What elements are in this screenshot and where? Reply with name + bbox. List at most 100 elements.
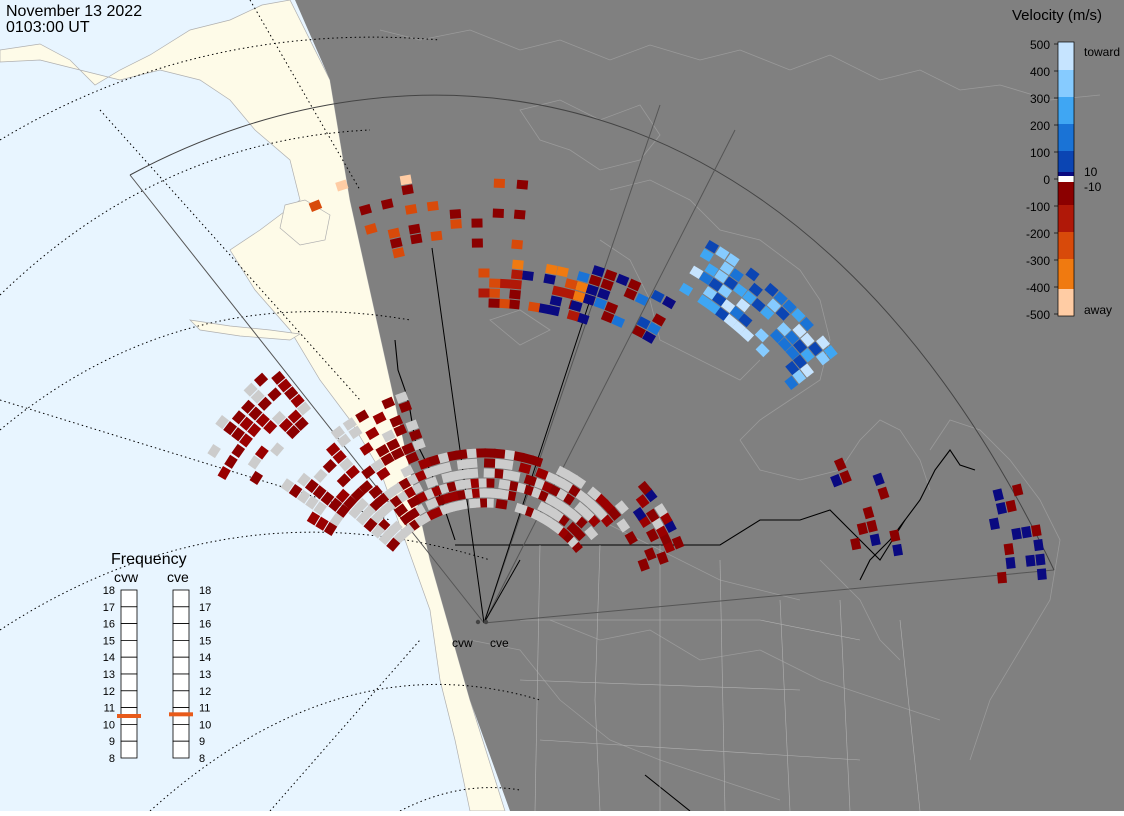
scatter-cell: [731, 320, 746, 335]
scatter-cell: [777, 322, 792, 337]
plot-time: 0103:00 UT: [6, 19, 90, 36]
colorbar-tick-label: 200: [1030, 119, 1050, 133]
scatter-cell: [1011, 483, 1024, 497]
colorbar-tick-label: 400: [1030, 65, 1050, 79]
scatter-cell: [600, 310, 615, 324]
scatter-cell: [399, 174, 413, 186]
colorbar-swatch: [1058, 182, 1074, 205]
scatter-cell: [587, 486, 602, 501]
scatter-cell: [405, 419, 419, 432]
scatter-cell: [296, 401, 312, 416]
scatter-cell: [381, 429, 396, 443]
scatter-cell: [799, 316, 814, 332]
scatter-cell: [287, 409, 302, 424]
land-island: [189, 319, 302, 341]
scatter-cell: [1036, 568, 1047, 581]
scatter-cell: [239, 433, 253, 448]
scatter-cell: [390, 447, 405, 461]
scatter-cell: [892, 543, 904, 557]
scatter-cell: [520, 452, 534, 465]
radar-label-cvw: cvw: [452, 636, 473, 650]
scatter-cell: [535, 467, 549, 481]
frequency-tick-label: 9: [109, 736, 115, 748]
scatter-cell: [511, 269, 523, 280]
scatter-cell: [332, 449, 347, 464]
colorbar-tick-label: 500: [1030, 38, 1050, 52]
scatter-cell: [1030, 524, 1042, 537]
scatter-cell: [793, 339, 808, 354]
colorbar-tick-label: 100: [1030, 146, 1050, 160]
scatter-cell: [513, 209, 526, 220]
frequency-radar-cvw: cvw: [114, 569, 139, 585]
scatter-cell: [800, 332, 815, 347]
scatter-cell: [223, 421, 238, 436]
away-label: away: [1084, 303, 1112, 317]
scatter-cell: [450, 219, 462, 229]
scatter-cell: [755, 343, 770, 358]
scatter-cell: [498, 479, 511, 490]
scatter-cell: [250, 389, 265, 404]
scatter-cell: [689, 265, 704, 279]
scatter-cell: [336, 433, 352, 448]
scatter-cell: [410, 233, 423, 245]
colorbar-tick-label: -400: [1026, 281, 1050, 295]
radar-site-cve: [483, 619, 489, 625]
scatter-cell: [375, 444, 390, 458]
scatter-cell: [800, 363, 815, 378]
scatter-cell: [502, 449, 515, 461]
scatter-cell: [723, 276, 738, 291]
radar-label-cve: cve: [490, 636, 509, 650]
scatter-cell: [296, 489, 311, 504]
colorbar-swatch: [1058, 205, 1074, 232]
scatter-cell: [426, 200, 439, 212]
scatter-cell: [988, 517, 1000, 531]
scatter-cell: [792, 323, 807, 338]
frequency-cell: [172, 740, 190, 759]
scatter-cell: [604, 301, 619, 314]
scatter-cell: [537, 501, 552, 515]
scatter-cell: [257, 396, 272, 411]
scatter-cell: [483, 458, 496, 468]
scatter-cell: [387, 227, 401, 239]
scatter-cell: [399, 511, 414, 526]
scatter-cell: [720, 299, 736, 314]
scatter-cell: [207, 444, 221, 459]
scatter-cell: [751, 298, 766, 313]
scatter-cell: [241, 399, 256, 414]
frequency-cell: [120, 589, 138, 608]
scatter-cell: [862, 506, 875, 520]
scatter-cell: [306, 511, 321, 526]
radar-fov: [129, 94, 1055, 624]
frequency-indicator: [169, 712, 193, 717]
scatter-cell: [492, 458, 505, 469]
scatter-cell: [782, 299, 797, 314]
scatter-cell: [217, 465, 231, 481]
scatter-cell: [248, 406, 263, 421]
scatter-cell: [850, 537, 862, 551]
scatter-cell: [712, 292, 727, 307]
scatter-cell: [304, 478, 319, 494]
scatter-cell: [389, 237, 403, 249]
frequency-cell: [120, 640, 138, 658]
scatter-cell: [808, 341, 823, 357]
colorbar-swatch: [1058, 42, 1074, 70]
scatter-cell: [441, 471, 455, 484]
scatter-cell: [1011, 527, 1022, 541]
scatter-cell: [336, 503, 351, 519]
scatter-cell: [773, 291, 788, 306]
scatter-cell: [455, 449, 468, 460]
scatter-cell: [815, 351, 830, 366]
scatter-cell: [288, 483, 303, 499]
scatter-cell: [364, 223, 378, 235]
frequency-tick-label: 16: [199, 619, 211, 631]
scatter-cell: [365, 426, 380, 441]
colorbar-swatch: [1058, 289, 1074, 316]
scatter-cell: [611, 315, 626, 328]
scatter-cell: [516, 179, 529, 190]
scatter-cell: [593, 297, 607, 310]
scatter-cell: [729, 268, 744, 282]
scatter-cell: [483, 468, 495, 478]
scatter-cell: [614, 500, 629, 515]
frequency-tick-label: 10: [199, 719, 211, 731]
scatter-cell: [286, 425, 301, 440]
